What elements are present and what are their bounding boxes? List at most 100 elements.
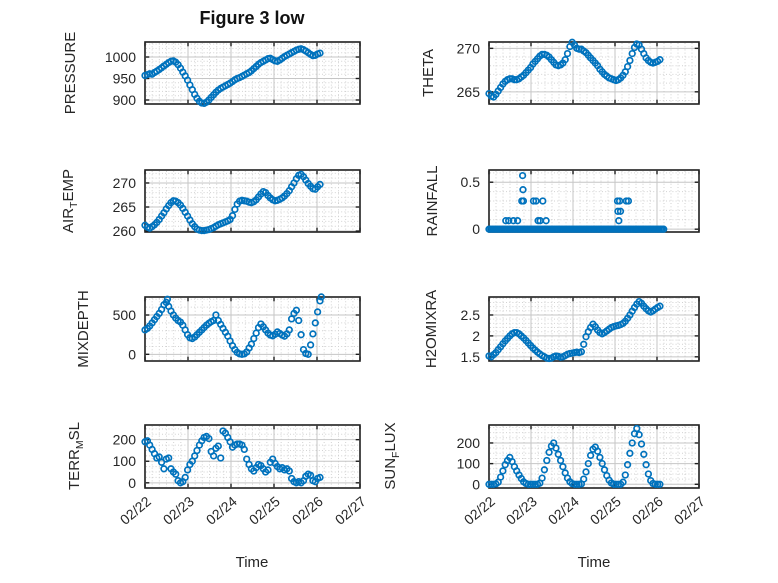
data-point [304,350,312,358]
data-point [580,475,588,483]
data-point [532,197,540,205]
y-tick-label: 2 [472,328,480,344]
data-point [656,480,664,488]
data-point [554,450,562,458]
y-tick-label: 100 [113,453,137,469]
data-series-h2omixra [485,297,664,363]
ylabel-text: RAINFALL [424,165,441,237]
data-point [309,330,317,338]
data-point [538,474,546,482]
data-point [313,308,322,316]
data-point [552,444,560,452]
subplot-h2omixra: 1.5 2 2.5 [461,296,700,365]
y-tick-label: 270 [113,175,137,191]
y-axis-label-rainfall: RAINFALL [424,166,444,237]
y-tick-label: 1.5 [461,349,481,365]
data-point [598,459,606,468]
data-point [640,450,648,458]
data-series-sun-flux [485,424,664,488]
y-axis-label-pressure: PRESSURE [62,32,82,115]
ylabel-text: SUN [382,457,399,490]
data-series-mixdepth [141,293,325,358]
data-point [160,465,168,473]
axes-box [144,169,361,233]
data-point [316,49,324,57]
y-tick-label: 200 [113,432,137,448]
data-point [621,471,629,479]
axes-box [488,424,700,489]
ylabel-text: SL [66,422,83,441]
ylabel-subscript: F [390,451,402,458]
data-point [556,456,565,465]
data-point [157,458,166,466]
x-tick-label: 02/22 [461,493,498,528]
data-point [513,217,522,225]
data-point [240,445,248,454]
data-point [582,468,590,476]
data-point [217,454,225,462]
data-point [499,467,507,475]
y-tick-label: 500 [113,307,137,323]
x-tick-label: 02/27 [332,493,369,528]
y-tick-label: 270 [457,40,481,56]
data-point [586,451,595,460]
data-point [316,180,324,189]
subplot-air-temp: 260 265 270 [113,169,361,239]
data-point [623,461,632,469]
data-point [612,480,620,488]
data-point [559,463,567,471]
data-point [316,473,324,482]
data-point [642,461,650,469]
x-tick-label: 02/23 [160,493,197,528]
y-tick-label: 0.5 [461,174,481,190]
y-axis-label-sun-flux: SUNFLUX [382,422,402,489]
axes-box [488,41,700,105]
y-tick-label: 100 [457,456,481,472]
data-point [543,456,551,465]
data-point [316,297,324,305]
subplot-terr-msl: 0 100 200 02/22 02/23 02/24 02/25 02/26 02/27 [113,424,369,528]
y-tick-label: 0 [128,346,136,362]
axes-box [488,296,700,362]
data-point [600,466,609,474]
data-point [542,217,550,225]
data-point [615,197,624,205]
data-point [596,453,604,462]
y-axis-label-theta: THETA [420,49,440,97]
data-series-terr-msl [141,427,324,487]
x-axis-label-left: Time [235,554,269,571]
x-tick-label: 02/26 [629,493,666,528]
data-point [295,316,303,325]
x-tick-label: 02/27 [671,493,708,528]
data-point [615,217,623,225]
ylabel-text: LUX [382,422,399,452]
data-point [317,293,325,301]
data-point [163,295,172,303]
y-tick-label: 260 [113,223,137,239]
data-series-theta [485,38,664,101]
data-point [529,197,538,205]
data-point [577,348,586,356]
data-point [539,197,547,205]
x-tick-label: 02/25 [587,493,624,528]
ylabel-text: EMP [60,169,77,202]
data-point [580,340,588,348]
ylabel-text: AIR [60,207,77,233]
data-point [623,62,632,71]
y-tick-label: 265 [457,84,481,100]
data-point [306,341,315,349]
axes-box [144,424,361,489]
y-axis-label-terr-msl: TERRMSL [66,422,86,490]
subplot-rainfall: 00.5 [461,169,700,237]
ylabel-text: H2OMIXRA [423,289,440,369]
y-axis-label-mixdepth: MIXDEPTH [75,290,95,368]
data-point [614,207,622,215]
x-tick-label: 02/23 [503,493,540,528]
data-point [624,197,633,205]
data-point [540,466,549,474]
data-point [285,467,293,475]
x-tick-label: 02/22 [117,493,154,528]
data-point [545,448,553,456]
y-tick-label: 0 [472,476,480,492]
